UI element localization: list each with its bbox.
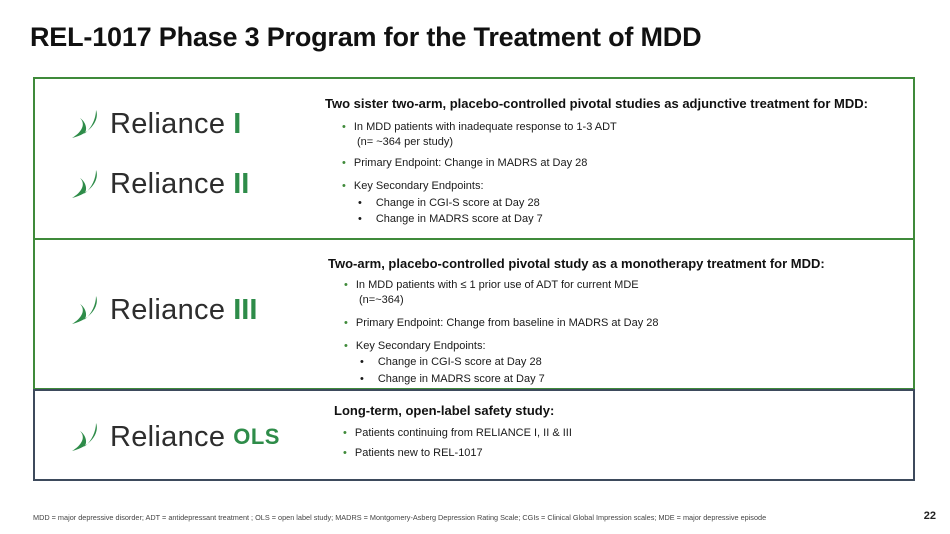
logo-suffix: I	[233, 107, 242, 140]
panel3-heading: Long-term, open-label safety study:	[334, 403, 555, 418]
list-item-continuation: (n= ~364 per study)	[357, 136, 454, 148]
page-number: 22	[923, 510, 936, 522]
swoosh-icon	[72, 296, 97, 324]
logo-reliance-2: Reliance II	[66, 166, 249, 202]
swoosh-icon	[72, 110, 97, 138]
footnote: MDD = major depressive disorder; ADT = a…	[33, 513, 767, 522]
logo-word: Reliance	[110, 293, 226, 326]
logo-suffix: III	[233, 293, 258, 326]
logo-reliance-3: Reliance III	[66, 292, 257, 328]
swoosh-icon	[72, 423, 97, 451]
list-item: • In MDD patients with inadequate respons…	[342, 121, 617, 133]
list-item: • In MDD patients with ≤ 1 prior use of A…	[344, 279, 639, 291]
logo-word: Reliance	[110, 107, 226, 140]
logo-word: Reliance	[110, 420, 226, 453]
page-title: REL-1017 Phase 3 Program for the Treatme…	[30, 22, 702, 52]
list-item-continuation: (n=~364)	[359, 294, 404, 306]
sub-list-item: • Change in CGI-S score at Day 28	[358, 197, 540, 209]
list-item: • Patients continuing from RELIANCE I, II…	[343, 427, 572, 439]
panel-reliance-1-2	[33, 77, 915, 239]
list-item: • Key Secondary Endpoints:	[342, 180, 484, 192]
sub-list-item: • Change in MADRS score at Day 7	[360, 373, 545, 385]
logo-word: Reliance	[110, 167, 226, 200]
sub-list-item: • Change in CGI-S score at Day 28	[360, 356, 542, 368]
logo-reliance-1: Reliance I	[66, 106, 241, 142]
list-item: • Key Secondary Endpoints:	[344, 340, 486, 352]
sub-list-item: • Change in MADRS score at Day 7	[358, 213, 543, 225]
panel-reliance-ols	[33, 389, 915, 481]
logo-suffix: II	[233, 167, 250, 200]
panel1-heading: Two sister two-arm, placebo-controlled p…	[325, 96, 868, 111]
logo-reliance-ols: Reliance OLS	[66, 419, 280, 455]
logo-suffix: OLS	[233, 424, 280, 449]
list-item: • Primary Endpoint: Change from baseline …	[344, 317, 659, 329]
list-item: • Primary Endpoint: Change in MADRS at Da…	[342, 157, 588, 169]
swoosh-icon	[72, 170, 97, 198]
list-item: • Patients new to REL-1017	[343, 447, 483, 459]
panel2-heading: Two-arm, placebo-controlled pivotal stud…	[328, 256, 825, 271]
